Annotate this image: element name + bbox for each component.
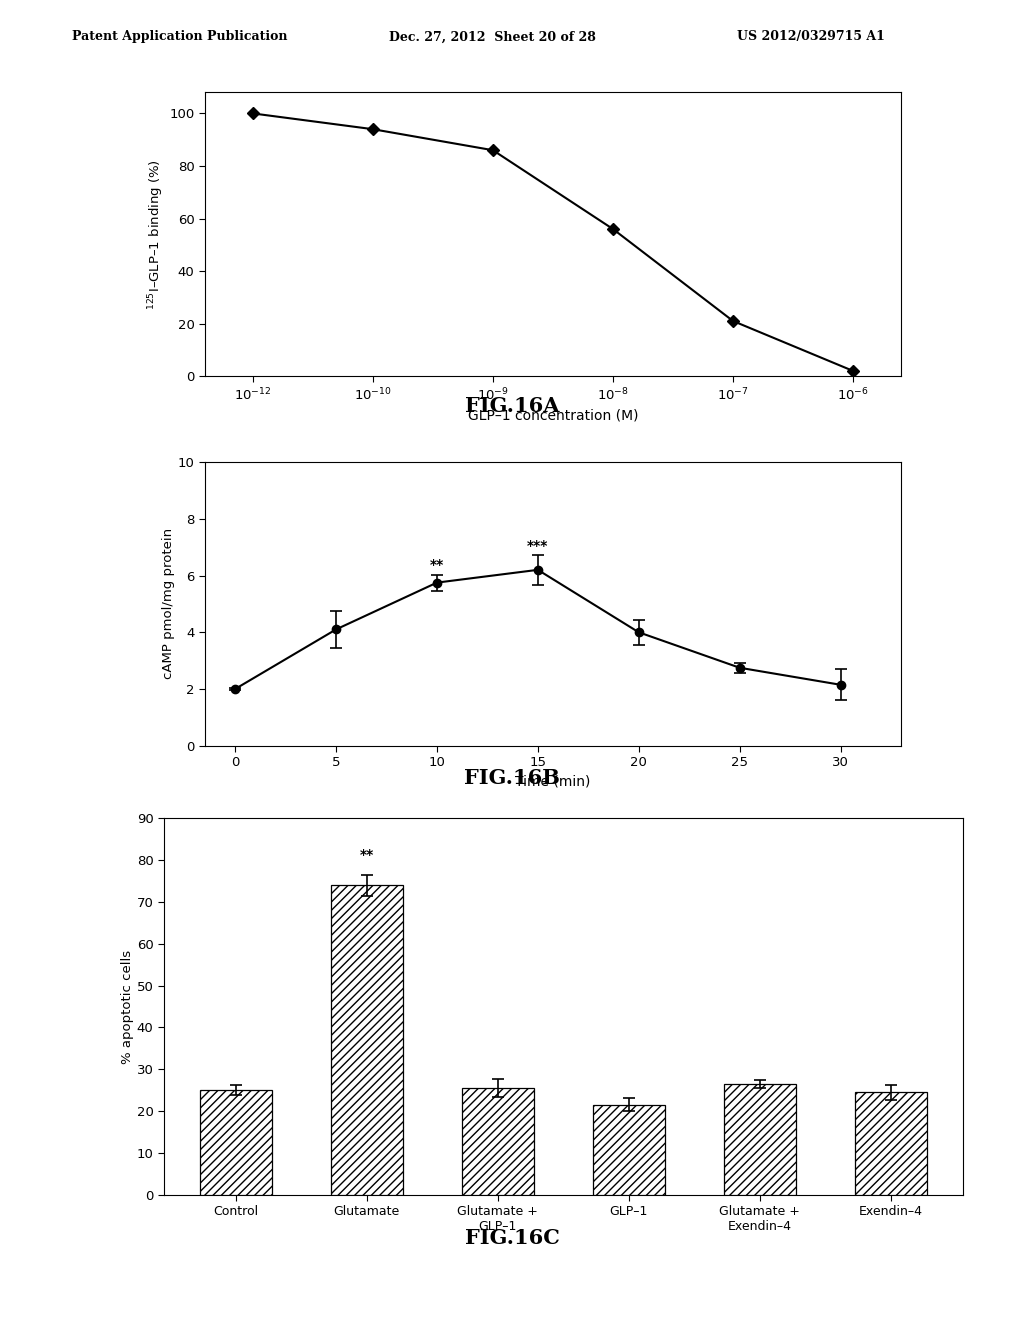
X-axis label: Time (min): Time (min) bbox=[515, 775, 591, 789]
Y-axis label: cAMP pmol/mg protein: cAMP pmol/mg protein bbox=[162, 528, 175, 680]
Text: FIG.16A: FIG.16A bbox=[465, 396, 559, 416]
X-axis label: GLP–1 concentration (M): GLP–1 concentration (M) bbox=[468, 409, 638, 422]
Text: US 2012/0329715 A1: US 2012/0329715 A1 bbox=[737, 30, 885, 44]
Text: **: ** bbox=[359, 849, 374, 862]
Bar bbox=[200, 1090, 271, 1195]
Text: Dec. 27, 2012  Sheet 20 of 28: Dec. 27, 2012 Sheet 20 of 28 bbox=[389, 30, 596, 44]
Text: FIG.16C: FIG.16C bbox=[465, 1228, 559, 1247]
Bar bbox=[724, 1084, 796, 1195]
Bar bbox=[593, 1105, 665, 1195]
Y-axis label: % apoptotic cells: % apoptotic cells bbox=[121, 949, 134, 1064]
Text: **: ** bbox=[430, 558, 444, 572]
Bar bbox=[462, 1088, 534, 1195]
Y-axis label: $^{125}$I–GLP–1 binding (%): $^{125}$I–GLP–1 binding (%) bbox=[146, 158, 166, 310]
Bar bbox=[331, 886, 402, 1195]
Text: ***: *** bbox=[527, 540, 549, 553]
Text: FIG.16B: FIG.16B bbox=[464, 768, 560, 788]
Text: Patent Application Publication: Patent Application Publication bbox=[72, 30, 287, 44]
Bar bbox=[855, 1092, 927, 1195]
